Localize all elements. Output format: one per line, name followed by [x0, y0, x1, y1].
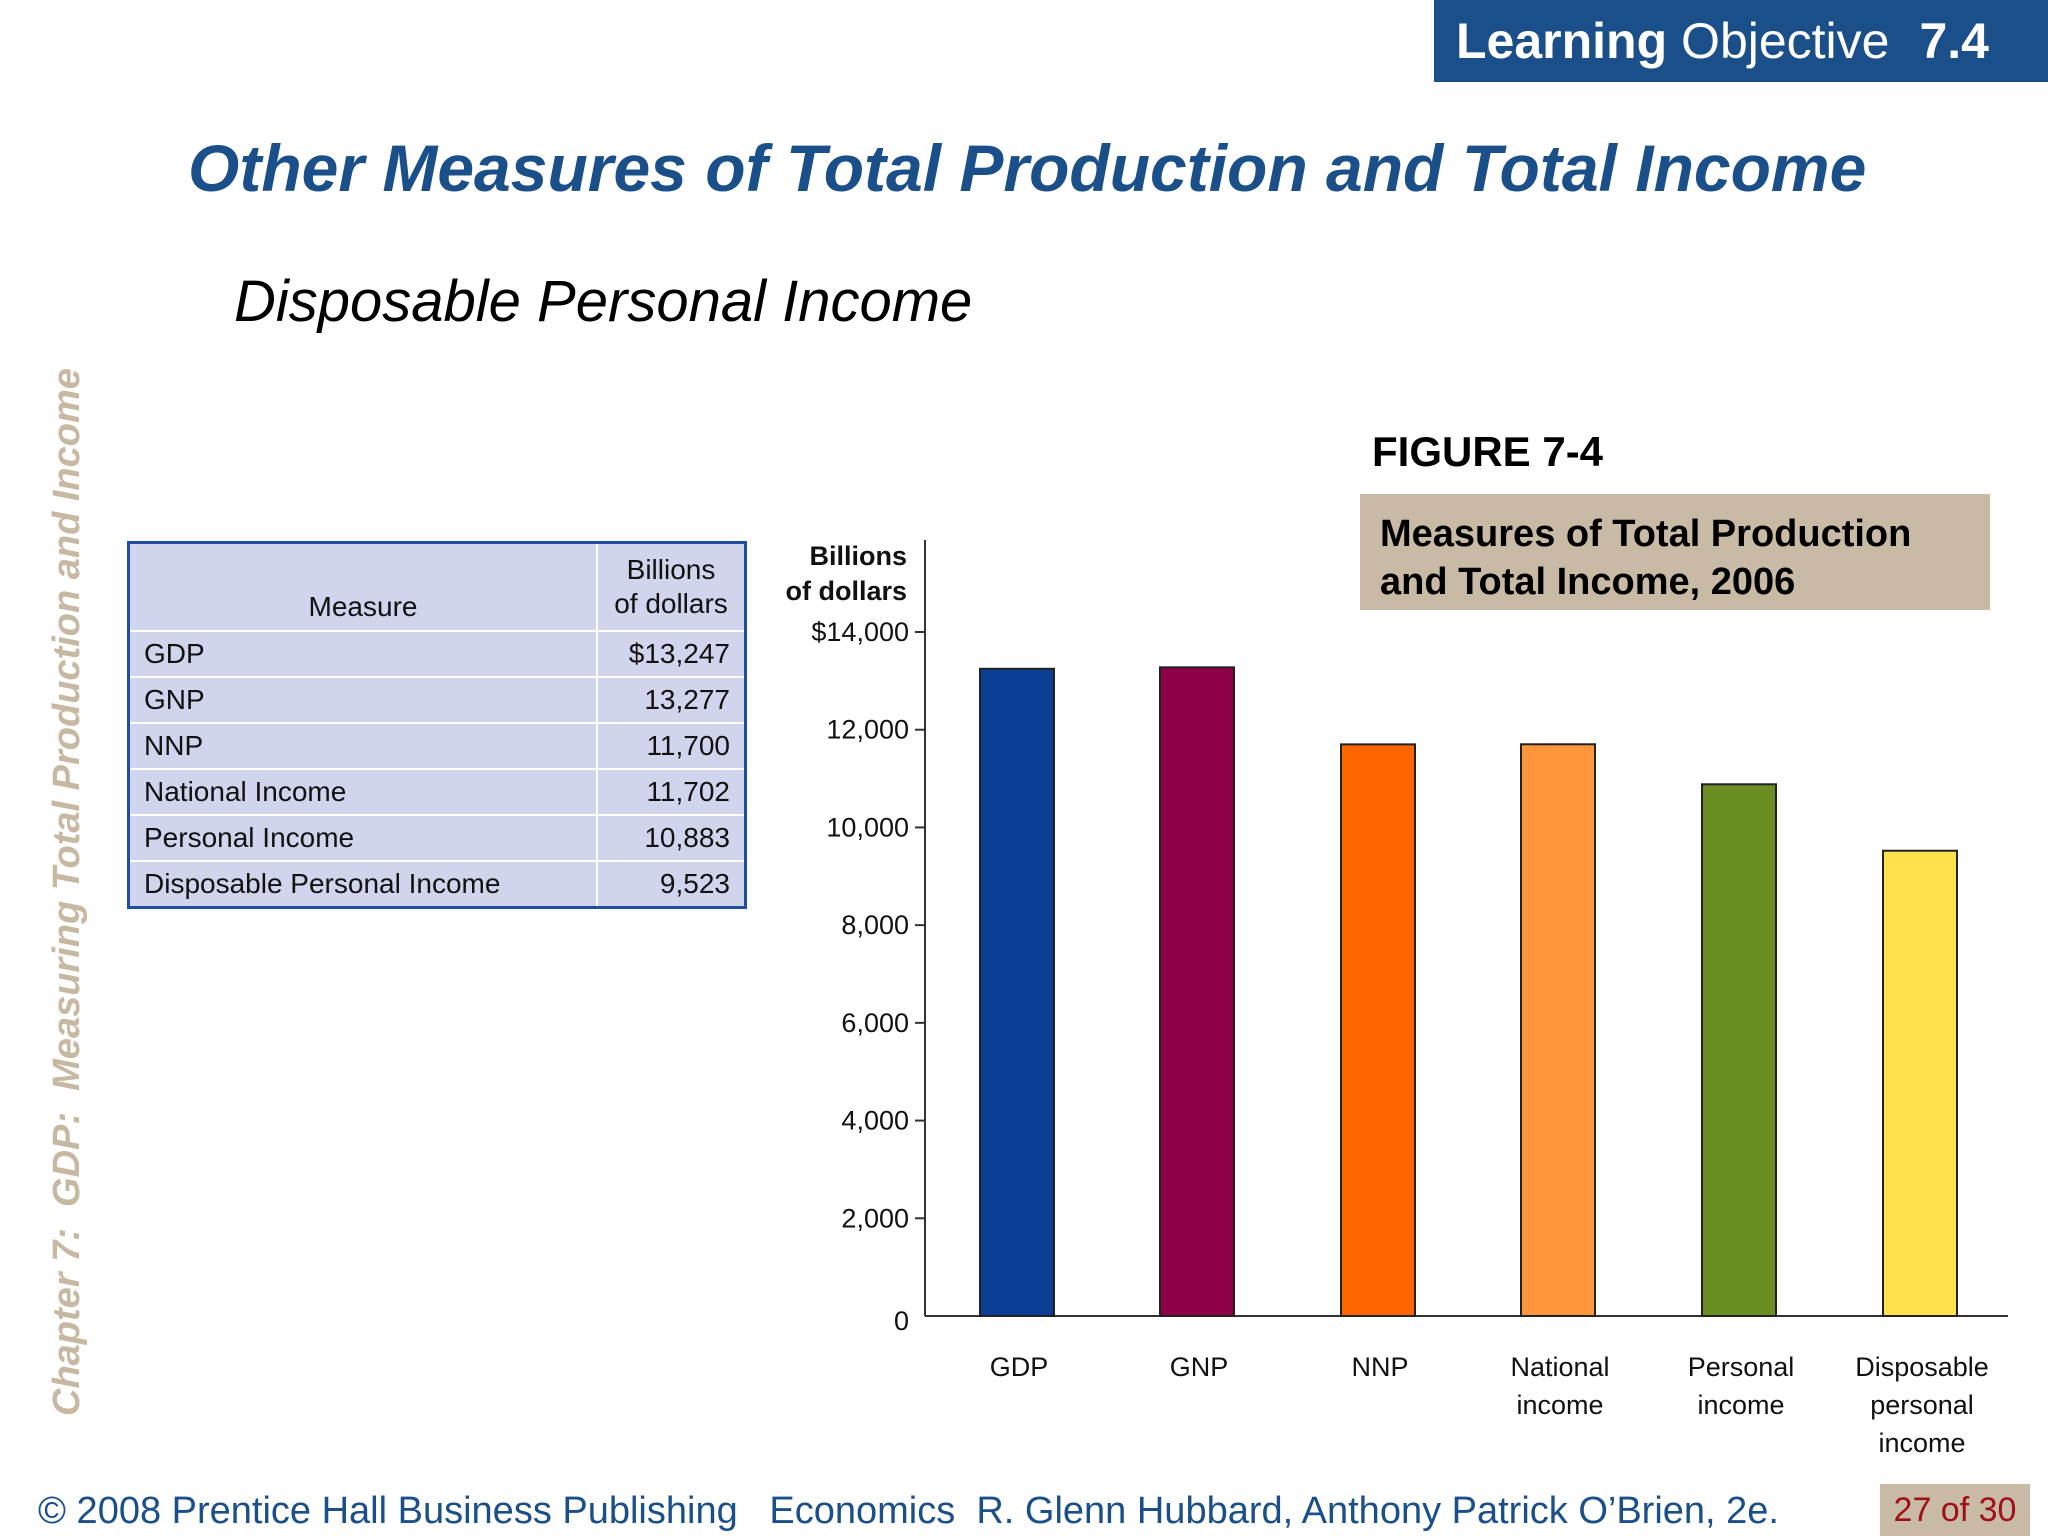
footer-copyright: © 2008 Prentice Hall Business Publishing…: [38, 1490, 1779, 1532]
table-header-billions: Billions of dollars: [596, 541, 747, 632]
y-tick-label: 0: [894, 1306, 909, 1336]
table-header-row: Measure Billions of dollars: [127, 541, 747, 632]
slide-subtitle: Disposable Personal Income: [234, 269, 973, 334]
y-tick-label: $14,000: [811, 617, 909, 647]
banner-number: 7.4: [1919, 13, 1989, 69]
banner-bold: Learning: [1456, 13, 1668, 69]
bar-2: [1340, 743, 1416, 1318]
table-cell-measure: GDP: [127, 630, 598, 678]
table-cell-measure: Disposable Personal Income: [127, 860, 598, 909]
figure-label: FIGURE 7-4: [1372, 428, 1604, 475]
bar-chart: Billions of dollars 0 2,000 4,000 6,000 8,000 1…: [785, 540, 2008, 1458]
x-category-label: GDP: [990, 1352, 1049, 1382]
table-cell-measure: National Income: [127, 768, 598, 816]
bar-4: [1701, 783, 1777, 1317]
table-cell-value: 11,700: [596, 722, 747, 770]
banner-rest: Objective: [1681, 13, 1890, 69]
table-row: National Income 11,702: [127, 768, 747, 816]
table-row: GNP 13,277: [127, 676, 747, 724]
table-cell-measure: GNP: [127, 676, 598, 724]
x-category-label: GNP: [1170, 1352, 1229, 1382]
table-cell-value: 13,277: [596, 676, 747, 724]
table-header-measure: Measure: [127, 541, 598, 632]
page-number: 27 of 30: [1880, 1484, 2030, 1536]
bar-3: [1520, 743, 1596, 1317]
x-category-label: National: [1510, 1352, 1609, 1382]
x-category-label: Personal: [1688, 1352, 1795, 1382]
y-tick-label: 4,000: [841, 1106, 909, 1136]
y-tick-label: 12,000: [826, 715, 909, 745]
table-row: Personal Income 10,883: [127, 814, 747, 862]
table-cell-measure: Personal Income: [127, 814, 598, 862]
y-tick-label: 6,000: [841, 1008, 909, 1038]
measures-table: Measure Billions of dollars GDP $13,247 G…: [127, 541, 747, 909]
y-axis-label: of dollars: [785, 576, 907, 606]
bar-0: [979, 667, 1055, 1317]
table-row: GDP $13,247: [127, 630, 747, 678]
x-category-label: Disposable: [1855, 1352, 1989, 1382]
x-category-label: income: [1878, 1428, 1965, 1458]
table-cell-value: $13,247: [596, 630, 747, 678]
slide-title: Other Measures of Total Production and T…: [188, 131, 1867, 205]
table-cell-value: 10,883: [596, 814, 747, 862]
chapter-side-label: Chapter 7: GDP: Measuring Total Producti…: [46, 368, 88, 1416]
table-cell-value: 9,523: [596, 860, 747, 909]
figure-caption: Measures of Total Production and Total I…: [1360, 494, 1990, 610]
x-category-label: personal: [1870, 1390, 1974, 1420]
learning-objective-banner: Learning Objective 7.4: [1434, 0, 2048, 82]
bar-5: [1882, 849, 1958, 1317]
x-category-label: income: [1516, 1390, 1603, 1420]
table-cell-value: 11,702: [596, 768, 747, 816]
bar-1: [1159, 666, 1235, 1317]
x-category-label: income: [1697, 1390, 1784, 1420]
table-row: Disposable Personal Income 9,523: [127, 860, 747, 909]
y-tick-label: 8,000: [841, 910, 909, 940]
y-axis-label: Billions: [809, 541, 907, 571]
x-category-label: NNP: [1351, 1352, 1408, 1382]
y-tick-label: 10,000: [826, 812, 909, 842]
table-row: NNP 11,700: [127, 722, 747, 770]
y-tick-label: 2,000: [841, 1203, 909, 1233]
table-cell-measure: NNP: [127, 722, 598, 770]
